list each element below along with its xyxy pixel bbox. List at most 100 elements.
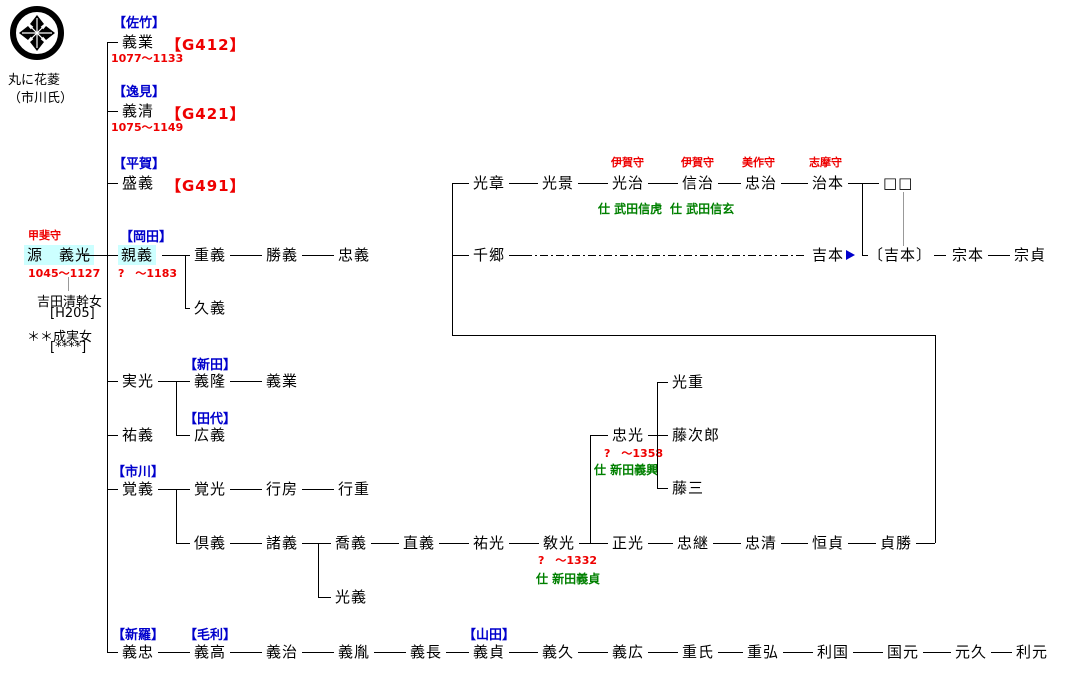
person-yukifusa: 行房 [266,480,299,498]
person-mitsukage: 光景 [542,174,575,192]
maru-ni-hanabishi-crest-icon [10,6,64,64]
gcode-g412-label: 【G412】 [166,36,246,54]
connector-line [162,255,190,256]
person-minamoto-yoshimitsu: 源 義光 [24,245,95,265]
person-norimitsu: 敎光 [543,534,576,552]
person-yoshinaga: 義長 [410,643,443,661]
person-tozo: 藤三 [672,479,705,497]
person-yoshinari-satake: 義業 [122,33,155,51]
connector-line [848,183,879,184]
family-mori-label: 【毛利】 [184,628,237,643]
connector-line [230,381,262,382]
connector-line [590,435,608,436]
person-yoshihiro: 義広 [612,643,645,661]
person-yoshinari-2: 義業 [266,372,299,390]
family-nitta-label: 【新田】 [184,358,237,373]
connector-line [935,335,936,543]
connector-line [853,652,883,653]
person-motohisa: 元久 [955,643,988,661]
family-tashiro-label: 【田代】 [184,412,237,427]
connector-line [107,42,108,652]
person-shigeuji: 重氏 [682,643,715,661]
connector-line [82,255,118,256]
connector-line [713,543,741,544]
connector-line [648,543,673,544]
person-kunimoto: 国元 [887,643,920,661]
person-moroyoshi: 諸義 [266,534,299,552]
connector-line [718,183,741,184]
connector-line [439,543,469,544]
person-toshikuni: 利国 [817,643,850,661]
title-shima-no-kami-label: 志摩守 [809,156,842,169]
title-iga-no-kami-2-label: 伊賀守 [681,156,714,169]
person-yoshitaka-nitta: 義隆 [194,372,227,390]
person-shigehiro: 重弘 [747,643,780,661]
connector-line [107,435,118,436]
connector-line [718,652,743,653]
connector-line [230,489,262,490]
connector-line [374,652,406,653]
connector-line [903,192,904,246]
person-naoyoshi: 直義 [403,534,436,552]
connector-line [446,652,469,653]
connector-line [176,435,190,436]
adoption-arrow-icon [846,250,855,260]
connector-line [107,652,118,653]
person-tojiro: 藤次郎 [672,426,721,444]
family-shinra-label: 【新羅】 [112,628,165,643]
connector-line [781,543,808,544]
person-kakuyoshi-ichikawa: 覚義 [122,480,155,498]
person-tsunesada: 恒貞 [812,534,845,552]
connector-line [509,255,524,256]
connector-line [302,489,334,490]
connector-line [230,652,262,653]
connector-line [991,652,1012,653]
person-hiroyoshi-tashiro: 広義 [194,426,227,444]
connector-line [302,652,334,653]
person-tadaharu: 忠治 [745,174,778,192]
connector-line [107,489,118,490]
connector-line [185,308,190,309]
connector-line [318,543,319,597]
person-tadamitsu: 忠光 [612,426,645,444]
serve-takeda-shingen-label: 仕 武田信玄 [670,202,735,216]
person-harumoto: 治本 [812,174,845,192]
serve-nitta-yoshioki-label: 仕 新田義興 [594,463,659,477]
connector-line [916,543,935,544]
family-yamada-label: 【山田】 [463,628,516,643]
connector-line [176,543,190,544]
connector-line [452,183,469,184]
title-mimasaka-no-kami-label: 美作守 [742,156,775,169]
connector-line [524,255,806,256]
connector-line [923,652,951,653]
spouse-narizane-code-label: [****] [50,340,87,355]
family-ichikawa-label: 【市川】 [112,465,165,480]
dates-tadamitsu-label: ? ～1358 [604,447,663,460]
connector-line [648,435,668,436]
connector-line [648,183,678,184]
person-tadatsugu: 忠継 [677,534,710,552]
connector-line [657,382,658,488]
person-takayoshi: 喬義 [335,534,368,552]
connector-line [107,381,118,382]
connector-line [862,255,868,256]
gcode-g491-label: 【G491】 [166,177,246,195]
connector-line [578,652,608,653]
person-chisato: 千郷 [473,246,506,264]
connector-line [578,183,608,184]
connector-line [158,381,190,382]
serve-takeda-nobutora-label: 仕 武田信虎 [598,202,663,216]
connector-line [657,382,668,383]
family-satake-label: 【佐竹】 [113,16,166,31]
connector-line [176,381,177,435]
spouse-narizane-label: ＊＊成実女 [27,330,93,345]
crest-caption-line1: 丸に花菱 [8,73,61,88]
crest-caption-line2: （市川氏） [8,91,74,106]
title-iga-no-kami-1-label: 伊賀守 [611,156,644,169]
person-moriyoshi-hiraga: 盛義 [122,174,155,192]
connector-line [318,597,331,598]
connector-line [848,543,876,544]
person-yoshikiyo-henmi: 義清 [122,102,155,120]
dates-yoshikiyo-label: 1075～1149 [111,121,184,134]
person-sukemitsu: 祐光 [473,534,506,552]
